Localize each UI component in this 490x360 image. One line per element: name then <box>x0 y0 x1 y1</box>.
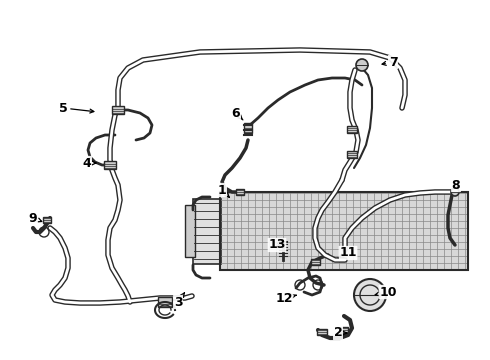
Bar <box>43 217 51 223</box>
Bar <box>104 161 116 169</box>
Bar <box>220 192 468 270</box>
Text: 5: 5 <box>59 102 94 114</box>
Text: 7: 7 <box>382 55 397 68</box>
Circle shape <box>451 188 459 196</box>
Text: 1: 1 <box>218 184 229 197</box>
Bar <box>347 126 357 133</box>
Bar <box>185 205 195 257</box>
Text: 8: 8 <box>452 179 460 192</box>
Text: 11: 11 <box>339 247 357 260</box>
Bar <box>112 106 124 114</box>
Bar <box>220 192 468 270</box>
Circle shape <box>354 279 386 311</box>
Bar <box>340 327 348 333</box>
Text: 3: 3 <box>173 293 185 309</box>
Bar <box>158 297 172 307</box>
Text: 13: 13 <box>269 239 286 252</box>
Text: 6: 6 <box>232 107 243 120</box>
Bar <box>236 189 244 195</box>
Bar <box>244 123 252 133</box>
Bar <box>347 151 357 158</box>
Text: 12: 12 <box>275 292 296 305</box>
Text: 4: 4 <box>83 157 96 170</box>
Bar <box>311 259 320 265</box>
Text: 9: 9 <box>29 212 42 225</box>
Text: 2: 2 <box>334 327 346 339</box>
Bar <box>317 329 327 335</box>
Text: 10: 10 <box>375 285 397 298</box>
Circle shape <box>356 59 368 71</box>
Bar <box>193 199 221 264</box>
